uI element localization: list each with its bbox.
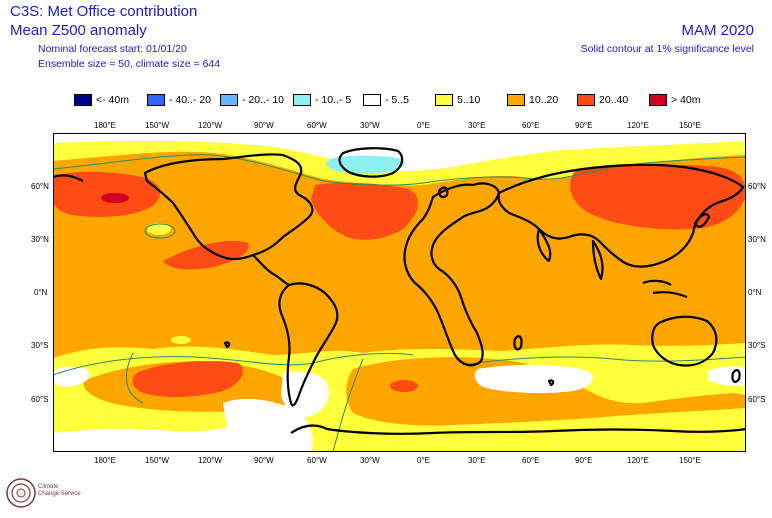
lon-label: 120°E <box>627 456 649 465</box>
lat-label: 30°N <box>31 235 49 244</box>
anomaly-field-5-10-small <box>171 336 191 344</box>
lat-label: 30°S <box>748 341 766 350</box>
lon-label: 0°E <box>417 121 430 130</box>
lon-label: 30°E <box>468 456 486 465</box>
lat-label: 30°S <box>31 341 49 350</box>
lon-label: 90°W <box>254 456 274 465</box>
lat-label: 60°S <box>31 395 49 404</box>
legend-item: - 5..5 <box>363 93 409 107</box>
legend-item: > 40m <box>649 93 700 107</box>
anomaly-field-neutral-antarctic-pac <box>223 398 313 452</box>
legend-item: 20..40 <box>577 93 628 107</box>
legend-label: <- 40m <box>96 94 129 106</box>
color-legend: <- 40m - 40..- 20 - 20..- 10 - 10..- 5 -… <box>74 93 734 107</box>
lon-label: 0°E <box>417 456 430 465</box>
lon-label: 30°W <box>360 121 380 130</box>
legend-item: 5..10 <box>435 93 480 107</box>
map-border <box>53 133 746 452</box>
lon-label: 150°E <box>679 121 701 130</box>
legend-label: 5..10 <box>457 94 481 106</box>
lon-label: 60°W <box>307 121 327 130</box>
lat-label: 0°N <box>34 288 48 297</box>
legend-label: > 40m <box>671 94 701 106</box>
lon-label: 90°W <box>254 121 274 130</box>
anomaly-field-20-40-epacific <box>163 241 249 270</box>
season-label: MAM 2020 <box>681 22 754 39</box>
legend-label: - 10..- 5 <box>315 94 352 106</box>
legend-item: <- 40m <box>74 93 129 107</box>
lon-label: 180°E <box>94 456 116 465</box>
legend-label: 20..40 <box>599 94 629 106</box>
climate-change-service-logo <box>4 474 114 514</box>
lon-label: 150°W <box>145 121 170 130</box>
anomaly-field-20-40-natlantic <box>311 182 419 240</box>
lon-label: 60°W <box>307 456 327 465</box>
map-title: C3S: Met Office contribution <box>10 3 198 20</box>
lat-label: 60°S <box>748 395 766 404</box>
logo-line-climate: Climate <box>38 484 59 490</box>
lon-label: 150°W <box>145 456 170 465</box>
lon-label: 90°E <box>575 456 593 465</box>
lat-label: 30°N <box>748 235 766 244</box>
lon-label: 30°E <box>468 121 486 130</box>
legend-swatch <box>435 94 453 106</box>
ensemble-size-text: Ensemble size = 50, climate size = 644 <box>38 58 221 70</box>
legend-label: - 5..5 <box>385 94 409 106</box>
legend-swatch <box>220 94 238 106</box>
legend-swatch <box>74 94 92 106</box>
logo-line-service: Change Service <box>38 491 81 497</box>
legend-item: - 20..- 10 <box>220 93 284 107</box>
anomaly-field-20-40-southatlantic <box>390 380 418 392</box>
anomaly-field-neutral-indian <box>474 364 593 394</box>
lon-label: 120°W <box>198 456 223 465</box>
lon-label: 90°E <box>575 121 593 130</box>
lon-label: 150°E <box>679 456 701 465</box>
anomaly-field-20-40-southpacific <box>132 361 243 397</box>
map-svg <box>53 133 746 452</box>
legend-item: - 40..- 20 <box>147 93 211 107</box>
legend-item: 10..20 <box>507 93 558 107</box>
lat-label: 60°N <box>31 182 49 191</box>
forecast-start-text: Nominal forecast start: 01/01/20 <box>38 43 187 55</box>
legend-swatch <box>363 94 381 106</box>
lon-label: 60°E <box>522 456 540 465</box>
anomaly-field-5-10-hawaii <box>147 223 171 235</box>
lat-label: 0°N <box>748 288 762 297</box>
lon-label: 180°E <box>94 121 116 130</box>
legend-label: - 40..- 20 <box>169 94 212 106</box>
legend-swatch <box>147 94 165 106</box>
significance-note: Solid contour at 1% significance level <box>580 43 754 55</box>
lon-label: 120°E <box>627 121 649 130</box>
legend-swatch <box>577 94 595 106</box>
legend-label: 10..20 <box>529 94 559 106</box>
legend-swatch <box>649 94 667 106</box>
legend-label: - 20..- 10 <box>242 94 285 106</box>
variable-title: Mean Z500 anomaly <box>10 22 147 39</box>
legend-item: - 10..- 5 <box>293 93 351 107</box>
lon-label: 120°W <box>198 121 223 130</box>
coastlines <box>53 147 746 435</box>
anomaly-map <box>53 133 746 452</box>
anomaly-field-gt40 <box>101 193 129 203</box>
lon-label: 60°E <box>522 121 540 130</box>
lon-label: 30°W <box>360 456 380 465</box>
climate-logo-icon <box>6 478 36 508</box>
lat-label: 60°N <box>748 182 766 191</box>
legend-swatch <box>293 94 311 106</box>
legend-swatch <box>507 94 525 106</box>
climate-logo-text: Climate Change Service <box>38 484 81 498</box>
